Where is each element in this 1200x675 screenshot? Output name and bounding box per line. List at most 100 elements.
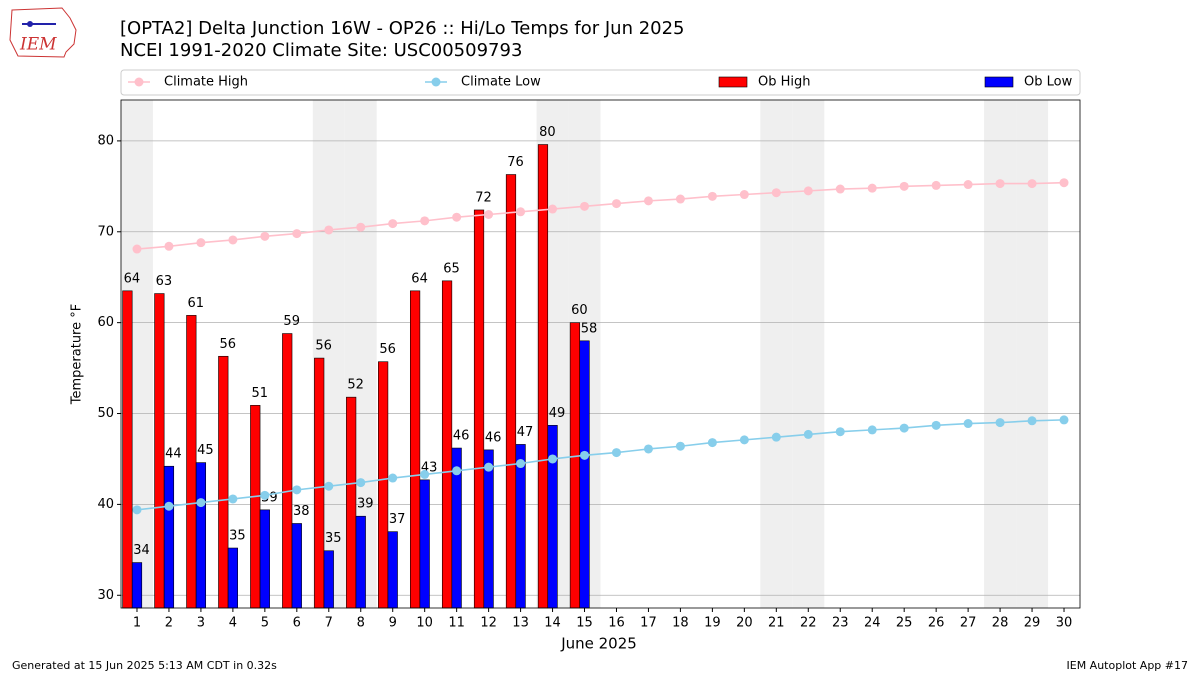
x-tick-label: 1 xyxy=(133,616,141,631)
data-label: 56 xyxy=(219,337,236,352)
x-tick-label: 21 xyxy=(768,616,785,631)
x-tick-label: 25 xyxy=(896,616,913,631)
line-marker xyxy=(675,441,685,451)
y-tick-label: 30 xyxy=(97,588,114,603)
x-tick-label: 9 xyxy=(389,616,397,631)
x-tick-label: 28 xyxy=(992,616,1009,631)
line-marker xyxy=(164,241,174,251)
logo-outline xyxy=(9,7,77,58)
bar xyxy=(547,425,558,609)
line-marker xyxy=(707,191,717,201)
x-tick-label: 19 xyxy=(704,616,721,631)
bar xyxy=(195,462,207,609)
line-marker xyxy=(835,184,845,194)
line-marker xyxy=(835,427,845,437)
line-marker xyxy=(643,196,653,206)
line-marker xyxy=(548,204,558,214)
line-marker xyxy=(580,450,590,460)
data-label: 61 xyxy=(188,296,205,311)
line-marker xyxy=(867,183,877,193)
bar xyxy=(259,509,270,609)
plot-frame xyxy=(120,99,1081,609)
line-marker xyxy=(643,444,653,454)
data-label: 80 xyxy=(539,125,556,140)
x-tick-label: 22 xyxy=(800,616,817,631)
line-marker xyxy=(324,481,334,491)
line-marker xyxy=(803,429,813,439)
x-tick-label: 23 xyxy=(832,616,849,631)
x-tick-label: 18 xyxy=(672,616,689,631)
legend-label: Climate High xyxy=(164,75,248,90)
x-tick-label: 29 xyxy=(1024,616,1041,631)
line xyxy=(136,419,1065,511)
bar xyxy=(569,322,581,609)
x-tick-label: 3 xyxy=(197,616,205,631)
x-tick-label: 27 xyxy=(960,616,977,631)
x-tick-label: 5 xyxy=(261,616,269,631)
line-marker xyxy=(420,216,430,226)
x-tick-label: 20 xyxy=(736,616,753,631)
x-tick-label: 12 xyxy=(480,616,497,631)
data-label: 60 xyxy=(571,303,588,318)
x-tick-label: 6 xyxy=(293,616,301,631)
legend-label: Ob Low xyxy=(1024,75,1073,90)
bar xyxy=(291,523,302,609)
data-label: 51 xyxy=(251,386,268,401)
logo-text: IEM xyxy=(19,35,57,55)
weekend-shade xyxy=(984,100,1017,608)
line-marker xyxy=(867,425,877,435)
bar xyxy=(186,315,197,609)
data-label: 47 xyxy=(517,425,534,440)
legend-swatch-marker xyxy=(431,77,441,87)
data-label: 76 xyxy=(507,155,524,170)
line-marker xyxy=(356,222,366,232)
line-marker xyxy=(899,181,909,191)
line-marker xyxy=(388,219,398,229)
bar xyxy=(473,209,485,609)
bar xyxy=(355,515,366,609)
data-label: 72 xyxy=(475,190,492,205)
line-marker xyxy=(292,229,302,239)
data-label: 45 xyxy=(197,443,214,458)
data-label: 35 xyxy=(325,531,342,546)
line-marker xyxy=(420,469,430,479)
data-label: 64 xyxy=(124,271,141,286)
footer-left: Generated at 15 Jun 2025 5:13 AM CDT in … xyxy=(12,659,277,672)
line-marker xyxy=(164,501,174,511)
weekend-shade xyxy=(1016,100,1049,608)
line-marker xyxy=(484,462,494,472)
line-marker xyxy=(292,485,302,495)
data-label: 34 xyxy=(133,543,150,558)
bar xyxy=(387,531,398,609)
line xyxy=(136,181,1065,250)
x-tick-label: 30 xyxy=(1056,616,1073,631)
y-tick-label: 40 xyxy=(97,497,114,512)
logo: IEM xyxy=(9,7,77,58)
data-label: 39 xyxy=(357,497,374,512)
line-marker xyxy=(324,225,334,235)
bar xyxy=(409,290,421,609)
x-tick-label: 11 xyxy=(448,616,465,631)
y-tick-label: 70 xyxy=(97,224,114,239)
line-marker xyxy=(516,459,526,469)
bar xyxy=(131,562,143,609)
bar xyxy=(314,357,325,609)
line-marker xyxy=(228,235,238,245)
x-tick-label: 15 xyxy=(576,616,593,631)
data-label: 52 xyxy=(347,378,364,393)
x-tick-label: 13 xyxy=(512,616,529,631)
bar xyxy=(346,396,357,609)
bar xyxy=(537,144,549,609)
line-marker xyxy=(899,423,909,433)
logo-dot xyxy=(27,21,33,27)
x-axis-label: June 2025 xyxy=(560,635,637,653)
bar xyxy=(323,550,334,609)
line-marker xyxy=(771,188,781,198)
line-marker xyxy=(228,494,238,504)
legend-swatch-marker xyxy=(134,77,144,87)
line-marker xyxy=(580,201,590,211)
bar xyxy=(122,290,133,609)
data-label: 38 xyxy=(293,504,310,519)
bar xyxy=(579,340,590,609)
